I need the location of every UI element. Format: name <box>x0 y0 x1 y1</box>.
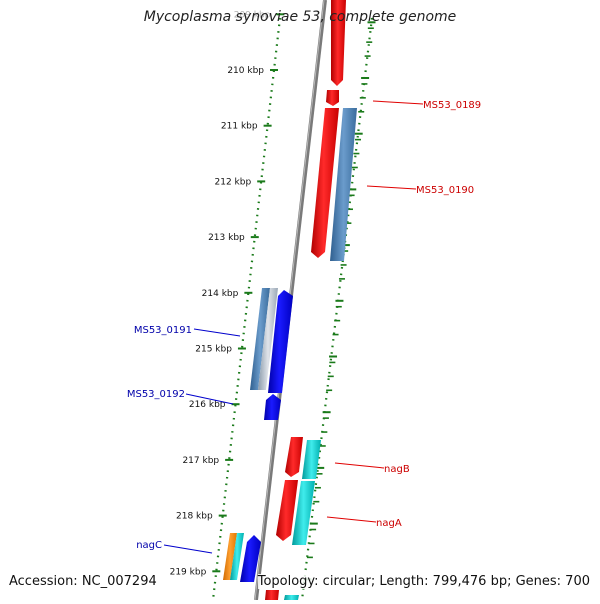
ruler-tick-label: 217 kbp <box>182 456 219 466</box>
gene-cyan[interactable] <box>302 440 321 479</box>
gene-label-ms53-0190[interactable]: MS53_0190 <box>416 185 474 196</box>
gene-gray[interactable] <box>258 288 278 390</box>
ruler-tick-label: 213 kbp <box>208 233 245 243</box>
gene-forward[interactable] <box>276 480 298 541</box>
ruler-tick-label: 219 kbp <box>170 567 207 577</box>
ruler-tick-label: 212 kbp <box>215 177 252 187</box>
gene-reverse[interactable] <box>264 394 281 420</box>
map-title: Mycoplasma synoviae 53, complete genome <box>143 9 457 25</box>
gene-steel[interactable] <box>330 108 357 261</box>
label-leader-nagc <box>163 544 213 554</box>
gene-label-ms53-0189[interactable]: MS53_0189 <box>423 100 481 111</box>
gene-forward[interactable] <box>265 590 279 600</box>
ruler-tick-label: 214 kbp <box>202 289 239 299</box>
ruler-tick-label: 209 kbp <box>234 10 271 20</box>
label-leader-ms53-0192 <box>185 393 234 405</box>
gene-reverse[interactable] <box>268 290 293 393</box>
ruler-tick-label: 216 kbp <box>189 400 226 410</box>
ruler-tick-label: 218 kbp <box>176 512 213 522</box>
gene-forward[interactable] <box>326 90 339 106</box>
gene-label-nagc[interactable]: nagC <box>136 540 162 551</box>
gene-forward[interactable] <box>331 0 346 86</box>
gene-steel[interactable] <box>250 288 270 390</box>
gene-cyan[interactable] <box>284 595 299 600</box>
gene-label-ms53-0192[interactable]: MS53_0192 <box>127 389 185 400</box>
label-leader-nagb <box>334 462 385 469</box>
gene-forward[interactable] <box>311 108 339 258</box>
ruler-track-outer <box>300 17 374 601</box>
gene-forward[interactable] <box>285 437 303 477</box>
ruler-tick-label: 215 kbp <box>195 345 232 355</box>
gene-cyan[interactable] <box>230 533 244 580</box>
gene-cyan[interactable] <box>292 481 315 545</box>
ruler-tick-label: 210 kbp <box>227 66 264 76</box>
genome-summary-text: Topology: circular; Length: 799,476 bp; … <box>257 574 590 589</box>
accession-text: Accession: NC_007294 <box>9 574 157 589</box>
label-leader-ms53-0191 <box>193 328 241 337</box>
label-leader-ms53-0190 <box>366 185 417 190</box>
label-leader-naga <box>326 516 377 523</box>
gene-label-naga[interactable]: nagA <box>376 518 402 529</box>
ruler-tick-label: 211 kbp <box>221 122 258 132</box>
gene-reverse[interactable] <box>240 535 261 582</box>
label-leader-ms53-0189 <box>372 100 424 105</box>
gene-orange[interactable] <box>223 533 237 580</box>
gene-label-nagb[interactable]: nagB <box>384 464 410 475</box>
gene-label-ms53-0191[interactable]: MS53_0191 <box>134 325 192 336</box>
